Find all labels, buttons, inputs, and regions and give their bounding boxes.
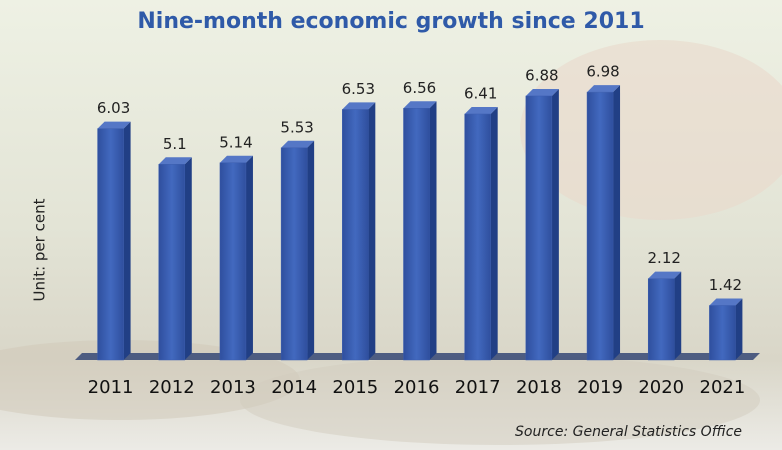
bar-side <box>674 271 682 360</box>
bar-top <box>342 102 376 110</box>
value-label: 6.53 <box>342 80 375 98</box>
bar-top <box>709 298 743 306</box>
value-label: 6.03 <box>97 99 130 117</box>
bar <box>280 147 308 361</box>
bar <box>586 91 614 361</box>
value-label: 6.41 <box>464 85 497 103</box>
bar-side <box>613 85 621 360</box>
bar-side <box>307 140 315 360</box>
x-tick-label: 2020 <box>638 377 684 398</box>
bar-top <box>648 271 682 279</box>
background-decoration <box>240 355 760 445</box>
x-tick-label: 2013 <box>210 377 256 398</box>
y-axis-label: Unit: per cent <box>31 198 49 301</box>
bar <box>97 128 124 361</box>
bar <box>158 164 186 361</box>
bar-side <box>245 155 253 360</box>
bar-top <box>281 140 315 148</box>
bar-top <box>97 121 131 129</box>
value-label: 6.56 <box>403 79 436 97</box>
value-label: 6.88 <box>525 66 558 84</box>
bar <box>342 109 369 361</box>
value-label: 5.1 <box>163 135 187 153</box>
value-label: 6.98 <box>586 63 619 81</box>
bar-top <box>587 85 621 93</box>
bar <box>464 113 491 361</box>
bar <box>403 108 430 361</box>
bar <box>525 95 553 361</box>
bar-side <box>123 121 131 360</box>
source: Source: General Statistics Office <box>515 424 742 440</box>
bar-side <box>735 298 743 360</box>
x-tick-label: 2017 <box>455 377 501 398</box>
bar-top <box>158 157 192 165</box>
value-label: 1.42 <box>709 276 742 294</box>
bar <box>647 278 675 361</box>
bar-top <box>464 107 498 115</box>
x-tick-label: 2021 <box>700 377 746 398</box>
x-tick-label: 2019 <box>577 377 623 398</box>
chart-title: Nine-month economic growth since 2011 <box>137 9 644 34</box>
bar-side <box>490 107 498 360</box>
bar-side <box>184 157 192 360</box>
bar-top <box>219 155 253 163</box>
x-tick-label: 2012 <box>149 377 195 398</box>
bar-top <box>403 101 437 109</box>
value-label: 2.12 <box>648 249 681 267</box>
bar-top <box>525 88 559 96</box>
value-label: 5.14 <box>219 133 252 151</box>
bar-side <box>551 88 559 360</box>
bar <box>219 162 247 361</box>
bar-side <box>429 101 437 360</box>
x-tick-label: 2016 <box>394 377 440 398</box>
x-tick-label: 2014 <box>271 377 317 398</box>
x-tick-label: 2018 <box>516 377 562 398</box>
bar <box>709 305 736 361</box>
x-tick-label: 2011 <box>88 377 134 398</box>
x-tick-label: 2015 <box>332 377 378 398</box>
background-decoration <box>520 40 782 220</box>
bar-side <box>368 102 376 360</box>
value-label: 5.53 <box>280 118 313 136</box>
